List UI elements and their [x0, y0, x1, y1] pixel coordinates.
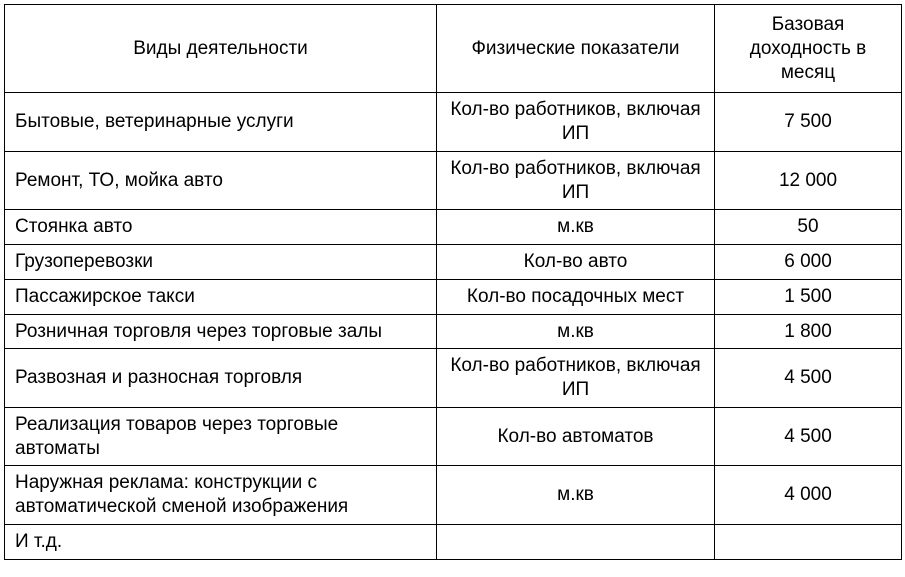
cell-indicator: Кол-во работников, включая ИП — [437, 349, 715, 408]
header-income: Базовая доходность в месяц — [715, 5, 902, 93]
header-activity: Виды деятельности — [5, 5, 437, 93]
table-row: Развозная и разносная торговля Кол-во ра… — [5, 349, 902, 408]
cell-activity: Грузоперевозки — [5, 245, 437, 280]
cell-income: 1 800 — [715, 314, 902, 349]
table-row: Реализация товаров через торговые автома… — [5, 407, 902, 466]
table-row: Бытовые, ветеринарные услуги Кол-во рабо… — [5, 93, 902, 152]
table-row: Пассажирское такси Кол-во посадочных мес… — [5, 279, 902, 314]
table-row: Стоянка авто м.кв 50 — [5, 210, 902, 245]
header-indicator: Физические показатели — [437, 5, 715, 93]
cell-activity: Ремонт, ТО, мойка авто — [5, 151, 437, 210]
cell-income: 1 500 — [715, 279, 902, 314]
table-body: Бытовые, ветеринарные услуги Кол-во рабо… — [5, 93, 902, 559]
cell-income: 4 500 — [715, 407, 902, 466]
table-row: И т.д. — [5, 524, 902, 559]
cell-indicator — [437, 524, 715, 559]
table-row: Розничная торговля через торговые залы м… — [5, 314, 902, 349]
table-row: Ремонт, ТО, мойка авто Кол-во работников… — [5, 151, 902, 210]
cell-income — [715, 524, 902, 559]
cell-activity: Наружная реклама: конструкции с автомати… — [5, 466, 437, 525]
cell-income: 4 500 — [715, 349, 902, 408]
cell-indicator: м.кв — [437, 210, 715, 245]
activity-table: Виды деятельности Физические показатели … — [4, 4, 902, 560]
cell-indicator: м.кв — [437, 314, 715, 349]
header-row: Виды деятельности Физические показатели … — [5, 5, 902, 93]
cell-income: 4 000 — [715, 466, 902, 525]
cell-income: 7 500 — [715, 93, 902, 152]
cell-activity: Стоянка авто — [5, 210, 437, 245]
cell-activity: Реализация товаров через торговые автома… — [5, 407, 437, 466]
cell-indicator: Кол-во работников, включая ИП — [437, 93, 715, 152]
cell-income: 6 000 — [715, 245, 902, 280]
table-row: Наружная реклама: конструкции с автомати… — [5, 466, 902, 525]
table-row: Грузоперевозки Кол-во авто 6 000 — [5, 245, 902, 280]
cell-income: 12 000 — [715, 151, 902, 210]
cell-indicator: Кол-во посадочных мест — [437, 279, 715, 314]
cell-indicator: Кол-во работников, включая ИП — [437, 151, 715, 210]
cell-activity: Розничная торговля через торговые залы — [5, 314, 437, 349]
cell-indicator: Кол-во автоматов — [437, 407, 715, 466]
cell-activity: Бытовые, ветеринарные услуги — [5, 93, 437, 152]
table-header: Виды деятельности Физические показатели … — [5, 5, 902, 93]
cell-income: 50 — [715, 210, 902, 245]
cell-activity: Развозная и разносная торговля — [5, 349, 437, 408]
cell-indicator: м.кв — [437, 466, 715, 525]
cell-indicator: Кол-во авто — [437, 245, 715, 280]
cell-activity: Пассажирское такси — [5, 279, 437, 314]
cell-activity: И т.д. — [5, 524, 437, 559]
